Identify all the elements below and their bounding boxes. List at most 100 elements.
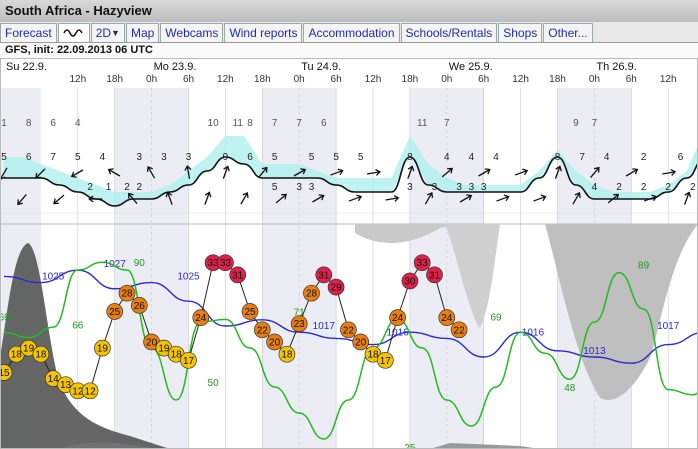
wind-arrow (496, 194, 510, 202)
wind-speed-label: 7 (50, 152, 56, 163)
wind-speed-label: 5 (358, 152, 364, 163)
temperature-value: 28 (306, 289, 318, 300)
wind-speed-label: 3 (456, 182, 462, 193)
tab-label: Accommodation (308, 26, 395, 40)
temperature-point: 18 (32, 345, 50, 363)
wind-arrow (407, 165, 415, 179)
temperature-value: 18 (35, 350, 47, 361)
temperature-value: 12 (85, 386, 97, 397)
wind-arrow (366, 168, 381, 176)
tab-label: 2D (95, 26, 112, 40)
wind-speed-label: 2 (665, 182, 671, 193)
temperature-value: 25 (244, 307, 256, 318)
wind-speed-label: 5 (272, 152, 278, 163)
tab-wind-reports[interactable]: Wind reports (224, 23, 303, 42)
hour-tick-label: 0h (441, 74, 452, 85)
wind-speed-label: 5 (309, 152, 315, 163)
wind-arrow (17, 193, 27, 206)
day-label: Su 22.9. (6, 61, 47, 73)
wind-arrow (662, 168, 677, 176)
wind-speed-label: 8 (247, 118, 253, 129)
temperature-value: 28 (121, 289, 133, 300)
temperature-value: 18 (171, 350, 183, 361)
wind-arrow (590, 166, 600, 179)
temperature-value: 20 (355, 338, 367, 349)
wind-arrow (478, 168, 491, 177)
temperature-point: 30 (401, 272, 419, 290)
temperature-value: 19 (158, 344, 170, 355)
temperature-point: 15 (0, 364, 13, 381)
wind-speed-label: 4 (493, 152, 499, 163)
humidity-label: 69 (490, 313, 502, 324)
wind-speed-label: 9 (223, 152, 229, 163)
temperature-point: 26 (130, 297, 148, 314)
wind-arrow (88, 195, 103, 203)
wind-speed-label: 6 (26, 152, 32, 163)
tab-2d[interactable]: 2D ▼ (90, 23, 125, 42)
humidity-label: 66 (72, 320, 84, 331)
temperature-value: 19 (23, 344, 35, 355)
tab-label: Webcams (165, 26, 219, 40)
temperature-value: 22 (454, 325, 466, 336)
wind-arrow (222, 165, 230, 179)
hour-tick-label: 12h (512, 74, 529, 85)
tab-forecast[interactable]: Forecast (0, 23, 57, 42)
hour-tick-label: 0h (146, 74, 157, 85)
day-label: Th 26.9. (596, 61, 636, 73)
tab-label: Schools/Rentals (405, 26, 493, 40)
wind-arrow (514, 168, 529, 176)
temperature-value: 15 (0, 368, 10, 379)
wave-icon (63, 29, 83, 37)
wind-speed-label: 4 (444, 152, 450, 163)
wind-arrow (275, 193, 287, 204)
wind-arrow (385, 194, 400, 202)
wind-arrow (204, 191, 212, 205)
wind-speed-label: 2 (616, 182, 622, 193)
hour-tick-label: 12h (69, 74, 86, 85)
wind-arrow (572, 191, 581, 205)
wind-speed-label: 2 (124, 182, 130, 193)
wind-arrow (240, 191, 249, 205)
tab-accommodation[interactable]: Accommodation (303, 23, 400, 42)
wind-speed-label: 4 (604, 152, 610, 163)
temperature-point: 12 (81, 382, 99, 400)
chevron-down-icon: ▼ (111, 28, 120, 38)
wind-arrow (127, 192, 138, 205)
temperature-value: 26 (134, 301, 146, 312)
temperature-point: 22 (450, 321, 468, 339)
model-info-bar: GFS, init: 22.09.2013 06 UTC (0, 43, 698, 59)
temperature-point: 25 (241, 303, 259, 320)
tab-webcams[interactable]: Webcams (160, 23, 224, 42)
pressure-label: 1016 (522, 327, 545, 338)
wind-speed-label: 1 (1, 118, 7, 129)
wind-speed-label: 7 (592, 118, 598, 129)
wind-speed-label: 6 (50, 118, 56, 129)
temperature-point: 20 (352, 333, 370, 351)
humidity-label: 48 (564, 383, 576, 394)
wind-arrow (348, 194, 363, 202)
wind-speed-label: 2 (690, 182, 696, 193)
tab-label: Map (130, 26, 155, 40)
wind-speed-label: 4 (75, 118, 81, 129)
cloud-area (445, 224, 500, 328)
tab-shops[interactable]: Shops (498, 23, 543, 42)
hour-tick-label: 0h (589, 74, 600, 85)
wind-speed-label: 10 (208, 118, 220, 129)
wind-arrow (683, 191, 692, 205)
temperature-point: 31 (315, 266, 333, 284)
wind-arrow (625, 168, 639, 177)
humidity-label: 25 (404, 443, 416, 449)
temperature-value: 24 (441, 313, 453, 324)
temperature-point: 28 (303, 284, 320, 302)
temperature-value: 29 (331, 283, 343, 294)
temperature-point: 12 (69, 382, 87, 400)
tab-wave-view[interactable] (57, 23, 90, 42)
wind-speed-label: 3 (432, 182, 438, 193)
tab-schools-rentals[interactable]: Schools/Rentals (400, 23, 498, 42)
tab-other[interactable]: Other... (543, 23, 593, 42)
wind-speed-label: 2 (641, 152, 647, 163)
temperature-point: 28 (118, 284, 136, 302)
temperature-point: 13 (57, 376, 74, 394)
tab-map[interactable]: Map (125, 23, 160, 42)
wind-speed-label: 3 (161, 152, 167, 163)
